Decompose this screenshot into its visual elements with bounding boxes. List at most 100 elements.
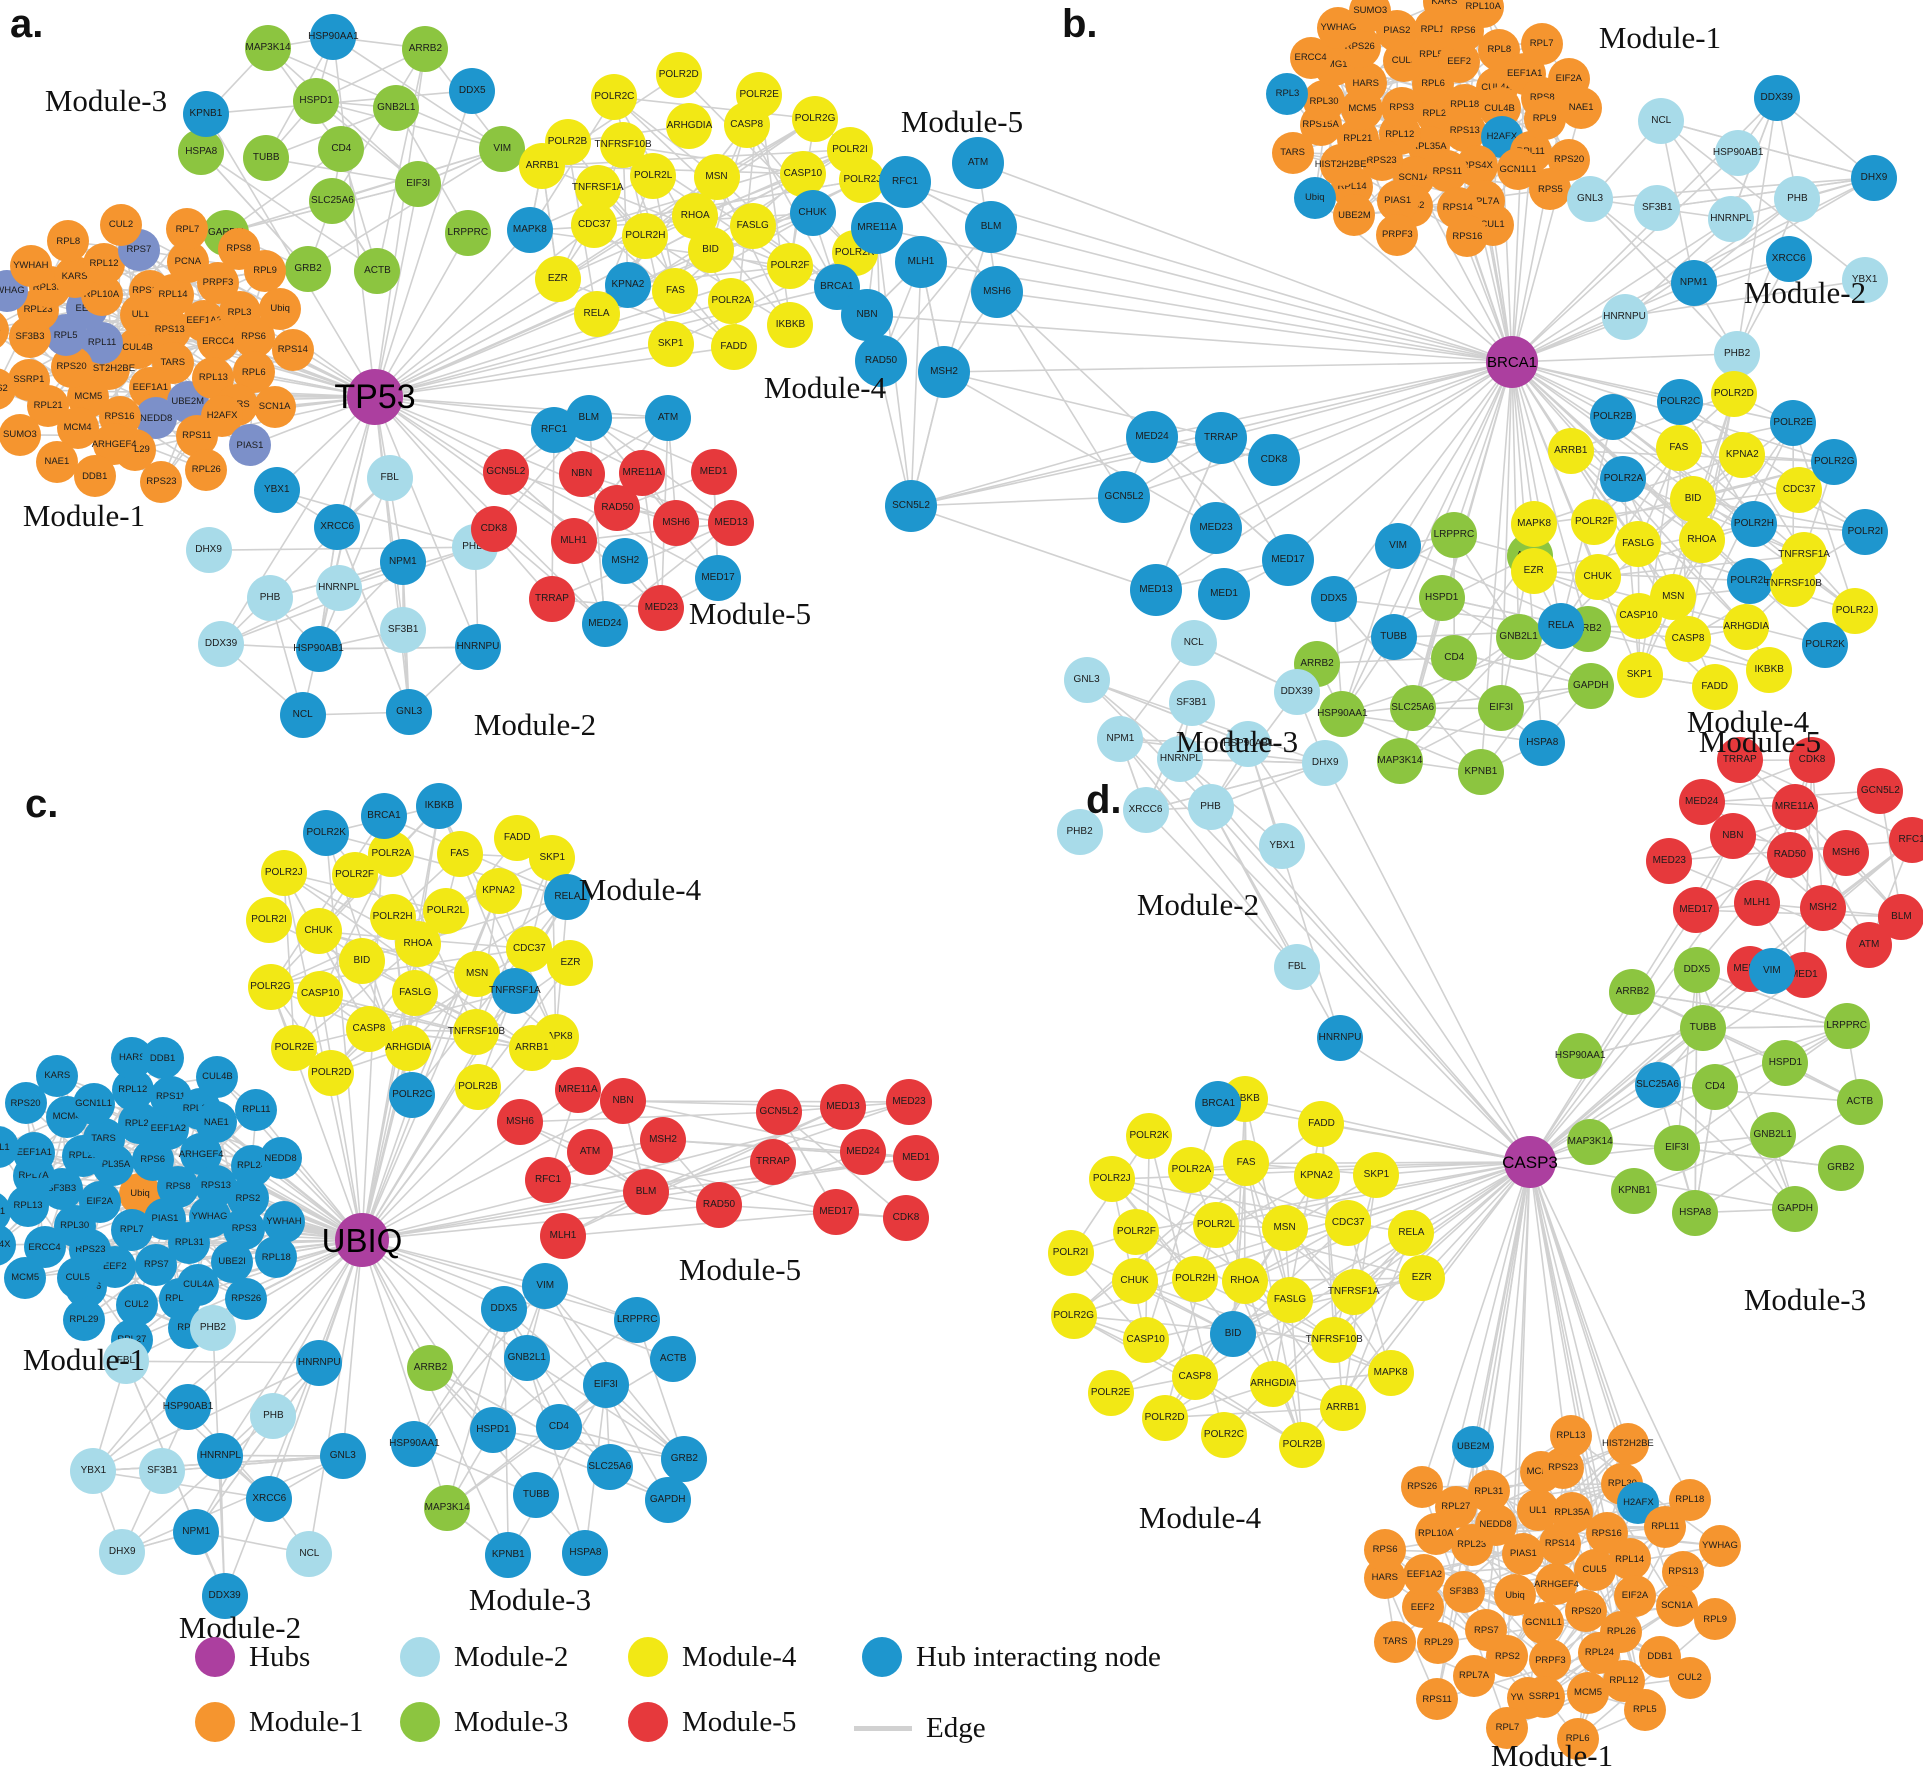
c-node-SF3B1: SF3B1 — [139, 1448, 186, 1495]
a-node-LRPPRC: LRPPRC — [444, 209, 491, 256]
a-node-GNB2L1: GNB2L1 — [373, 84, 420, 131]
c-node-GNB2L1: GNB2L1 — [503, 1334, 550, 1381]
b-module-label-module-3: Module-3 — [1175, 724, 1299, 759]
a-node-TRRAP: TRRAP — [528, 576, 575, 623]
d-node-CDK8: CDK8 — [1789, 736, 1836, 783]
d-node-RAD50: RAD50 — [1766, 831, 1813, 878]
c-node-MED1: MED1 — [893, 1135, 939, 1181]
b-node-SF3B1: SF3B1 — [1634, 185, 1681, 232]
d-node-BRCA1: BRCA1 — [1195, 1080, 1242, 1127]
c-node-DHX9: DHX9 — [99, 1528, 146, 1575]
d-node-NCL: NCL — [1170, 619, 1217, 666]
c-node-TNFRSF1A: TNFRSF1A — [489, 968, 541, 1015]
b-node-POLR2G: POLR2G — [1811, 439, 1858, 486]
a-node-MAPK8: MAPK8 — [506, 207, 553, 254]
d-node-POLR2C: POLR2C — [1200, 1412, 1247, 1459]
d-node-MAPK8: MAPK8 — [1367, 1350, 1414, 1397]
b-node-FADD: FADD — [1691, 663, 1738, 710]
a-node-FASLG: FASLG — [729, 203, 776, 250]
c-node-CDC37: CDC37 — [506, 925, 553, 972]
b-node-DDX39: DDX39 — [1753, 74, 1800, 121]
a-hub-TP53: TP53 — [334, 369, 416, 425]
c-node-PHB2: PHB2 — [189, 1304, 236, 1351]
panel-a-letter: a. — [10, 2, 44, 46]
c-node-KARS: KARS — [36, 1054, 79, 1097]
c-node-CUL1: CUL1 — [0, 1126, 19, 1169]
c-node-CUL4B: CUL4B — [196, 1055, 239, 1098]
c-node-HNRNPL: HNRNPL — [197, 1432, 244, 1479]
b-node-ARRB1: ARRB1 — [1547, 427, 1594, 474]
a-node-POLR2J: POLR2J — [839, 156, 886, 203]
b-node-RPS11: RPS11 — [1426, 150, 1469, 193]
b-node-RFC1: RFC1 — [879, 156, 931, 208]
b-node-DDX5: DDX5 — [1310, 575, 1357, 622]
a-node-POLR2G: POLR2G — [792, 95, 839, 142]
d-node-SLC25A6: SLC25A6 — [1634, 1062, 1681, 1109]
a-node-NCL: NCL — [279, 692, 326, 739]
b-node-BLM: BLM — [965, 201, 1017, 253]
d-node-MLH1: MLH1 — [1734, 880, 1781, 927]
a-node-FADD: FADD — [710, 324, 757, 371]
d-node-RPL7A: RPL7A — [1453, 1654, 1496, 1697]
b-node-MAPK8: MAPK8 — [1511, 501, 1558, 548]
c-node-MED23: MED23 — [886, 1079, 932, 1125]
c-node-MRE11A: MRE11A — [555, 1067, 601, 1113]
c-node-POLR2K: POLR2K — [303, 810, 350, 857]
b-node-MED13: MED13 — [1130, 564, 1182, 616]
b-node-TUBB: TUBB — [1370, 614, 1417, 661]
d-node-RPL13: RPL13 — [1549, 1415, 1592, 1458]
d-node-TRRAP: TRRAP — [1716, 737, 1763, 784]
a-node-RPS3: RPS3 — [0, 308, 10, 351]
a-node-FAS: FAS — [652, 268, 699, 315]
c-node-GAPDH: GAPDH — [644, 1476, 691, 1523]
c-node-ARHGDIA: ARHGDIA — [385, 1024, 432, 1071]
a-node-MED24: MED24 — [581, 600, 628, 647]
b-node-NPM1: NPM1 — [1670, 259, 1717, 306]
a-node-MED23: MED23 — [638, 585, 685, 632]
a-node-PHB: PHB — [247, 575, 294, 622]
b-node-BID: BID — [1670, 476, 1717, 523]
d-node-CDC37: CDC37 — [1325, 1200, 1372, 1247]
d-node-ARRB1: ARRB1 — [1319, 1384, 1366, 1431]
c-node-POLR2E: POLR2E — [271, 1024, 318, 1071]
c-node-RPL11: RPL11 — [235, 1089, 278, 1132]
d-node-HNRNPL: HNRNPL — [1157, 736, 1204, 783]
d-node-ARHGEF4: ARHGEF4 — [1534, 1563, 1579, 1606]
b-node-CD4: CD4 — [1431, 634, 1478, 681]
d-node-DHX9: DHX9 — [1302, 740, 1349, 787]
c-hub-UBIQ: UBIQ — [322, 1213, 402, 1267]
b-node-KARS: KARS — [1423, 0, 1466, 23]
a-module-label-module-2: Module-2 — [473, 707, 597, 742]
c-node-RPS20: RPS20 — [4, 1082, 47, 1125]
d-node-ARRB2: ARRB2 — [1609, 969, 1656, 1016]
d-node-KPNA2: KPNA2 — [1293, 1153, 1340, 1200]
a-node-XRCC6: XRCC6 — [314, 503, 361, 550]
c-node-ACTB: ACTB — [650, 1336, 697, 1382]
c-node-RPS4X: RPS4X — [0, 1223, 16, 1266]
c-node-DDX39: DDX39 — [201, 1573, 248, 1620]
c-node-MSH6: MSH6 — [497, 1099, 543, 1145]
a-node-POLR2B: POLR2B — [544, 119, 591, 166]
c-module-label-module-1: Module-1 — [22, 1342, 146, 1377]
d-node-YBX1: YBX1 — [1259, 822, 1306, 869]
b-node-POLR2K: POLR2K — [1802, 622, 1849, 669]
c-node-LRPPRC: LRPPRC — [614, 1297, 661, 1344]
c-node-FBL: FBL — [102, 1338, 149, 1385]
b-module-label-module-5: Module-5 — [900, 104, 1024, 139]
d-node-POLR2I: POLR2I — [1047, 1230, 1094, 1277]
b-node-MRE11A: MRE11A — [851, 202, 903, 254]
d-node-Ubiq: Ubiq — [1493, 1574, 1536, 1617]
a-node-POLR2C: POLR2C — [591, 73, 638, 120]
b-node-POLR2H: POLR2H — [1730, 501, 1777, 547]
a-node-RELA: RELA — [573, 291, 620, 338]
d-node-ACTB: ACTB — [1836, 1079, 1883, 1126]
d-node-FASLG: FASLG — [1267, 1276, 1314, 1323]
d-node-CD4: CD4 — [1692, 1064, 1739, 1111]
a-node-RPS2: RPS2 — [0, 368, 17, 411]
b-node-POLR2L: POLR2L — [1726, 557, 1773, 604]
c-node-CD4: CD4 — [535, 1403, 582, 1450]
b-node-MLH1: MLH1 — [895, 236, 947, 288]
d-node-RPL18: RPL18 — [1668, 1478, 1711, 1521]
b-node-HNRNPL: HNRNPL — [1707, 195, 1754, 242]
a-node-DDX39: DDX39 — [198, 621, 245, 668]
